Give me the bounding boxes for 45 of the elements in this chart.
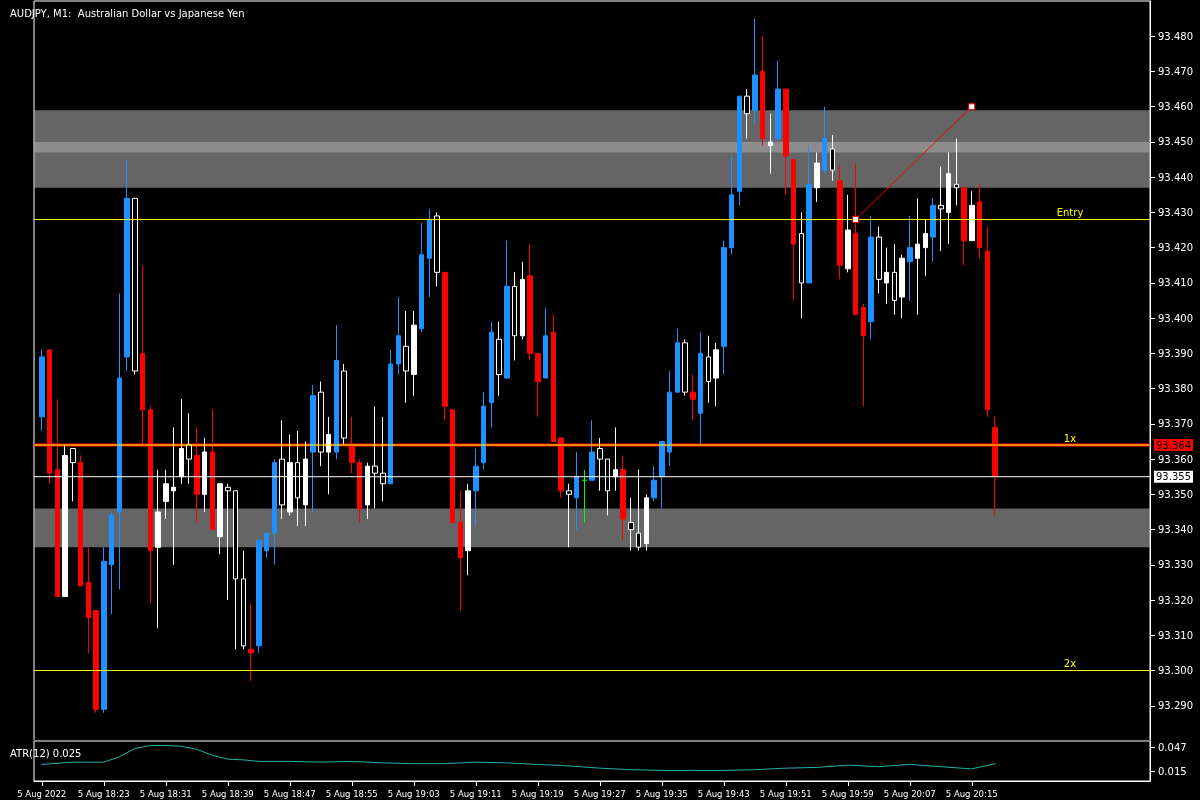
ref-line-label: 93.364 <box>1156 439 1191 451</box>
y-tick-label: 93.460 <box>1158 101 1193 113</box>
ref-line-label: 1x <box>1063 432 1077 444</box>
y-tick-label: 93.320 <box>1158 594 1193 606</box>
x-tick-label: 5 Aug 19:51 <box>759 788 812 799</box>
y-tick-label: 0.015 <box>1158 765 1187 777</box>
x-tick-label: 5 Aug 19:43 <box>697 788 750 799</box>
x-tick-label: 5 Aug 19:59 <box>821 788 874 799</box>
y-tick-label: 93.390 <box>1158 347 1193 359</box>
y-tick-label: 93.300 <box>1158 665 1193 677</box>
y-tick-label: 93.400 <box>1158 312 1193 324</box>
x-tick-label: 5 Aug 18:31 <box>139 788 192 799</box>
y-tick-label: 93.450 <box>1158 136 1193 148</box>
ref-line-label: 2x <box>1063 658 1077 670</box>
y-tick-label: 93.340 <box>1158 524 1193 536</box>
x-tick-label: 5 Aug 20:15 <box>945 788 998 799</box>
x-tick-label: 5 Aug 19:35 <box>635 788 688 799</box>
y-tick-label: 93.430 <box>1158 206 1193 218</box>
y-tick-label: 93.360 <box>1158 453 1193 465</box>
x-tick-label: 5 Aug 18:55 <box>325 788 378 799</box>
x-tick-label: 5 Aug 18:23 <box>77 788 130 799</box>
y-tick-label: 93.380 <box>1158 383 1193 395</box>
y-tick-label: 93.420 <box>1158 242 1193 254</box>
x-tick-label: 5 Aug 19:27 <box>573 788 626 799</box>
ref-line-label: Entry <box>1056 206 1084 218</box>
y-tick-label: 93.350 <box>1158 488 1193 500</box>
x-tick-label: 5 Aug 19:03 <box>387 788 440 799</box>
x-tick-label: 5 Aug 20:07 <box>883 788 936 799</box>
y-tick-label: 0.047 <box>1158 741 1187 753</box>
x-tick-label: 5 Aug 19:19 <box>511 788 564 799</box>
ref-line-label: 93.355 <box>1156 471 1191 483</box>
text: ATR(12) 0.025 <box>10 747 82 759</box>
y-tick-label: 93.370 <box>1158 418 1193 430</box>
y-tick-label: 93.470 <box>1158 65 1193 77</box>
y-tick-label: 93.410 <box>1158 277 1193 289</box>
y-tick-label: 93.310 <box>1158 629 1193 641</box>
y-tick-label: 93.440 <box>1158 171 1193 183</box>
x-tick-label: 5 Aug 2022 <box>17 788 67 799</box>
x-tick-label: 5 Aug 19:11 <box>449 788 502 799</box>
x-tick-label: 5 Aug 18:47 <box>263 788 316 799</box>
y-tick-label: 93.330 <box>1158 559 1193 571</box>
text: AUDJPY, M1: Australian Dollar vs Japanese Yen <box>10 7 245 19</box>
x-tick-label: 5 Aug 18:39 <box>201 788 254 799</box>
y-tick-label: 93.480 <box>1158 30 1193 42</box>
y-tick-label: 93.290 <box>1158 700 1193 712</box>
